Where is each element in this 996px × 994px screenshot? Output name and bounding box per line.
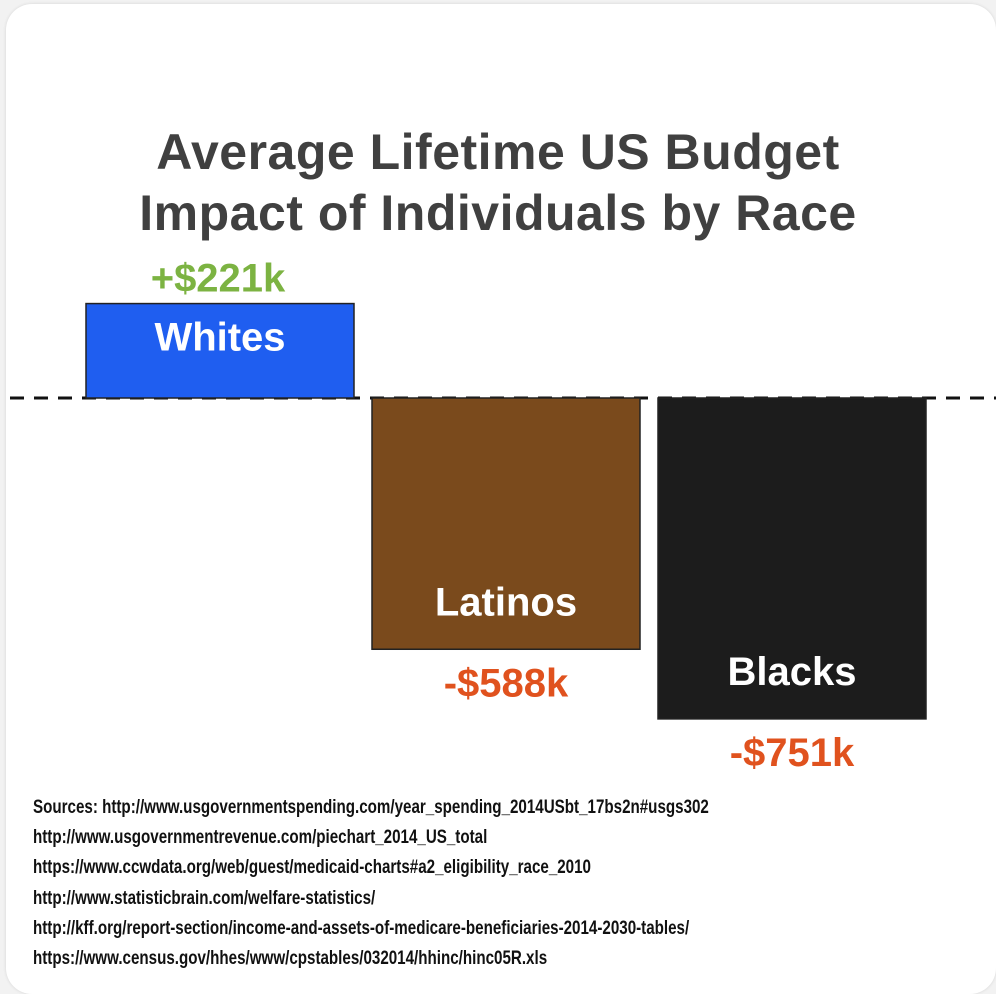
chart-title-line-2: Impact of Individuals by Race [139,185,857,241]
source-line: http://www.statisticbrain.com/welfare-st… [33,887,376,909]
source-line: http://www.usgovernmentrevenue.com/piech… [33,827,488,849]
chart-title-line-1: Average Lifetime US Budget [156,124,840,180]
bar-value-label: +$221k [151,257,286,301]
bar-latinos [371,397,641,651]
source-line: https://www.census.gov/hhes/www/cpstable… [33,948,548,970]
chart-title: Average Lifetime US Budget Impact of Ind… [0,122,996,244]
bar-whites [85,302,355,399]
bar-value-label: -$588k [444,661,569,705]
bar-value-label: -$751k [730,731,855,775]
bar-category-label: Whites [154,316,285,360]
bar-category-label: Latinos [435,580,577,624]
source-line: https://www.ccwdata.org/web/guest/medica… [33,857,591,879]
source-line: Sources: http://www.usgovernmentspending… [33,797,709,818]
bar-category-label: Blacks [728,650,857,694]
bar-blacks [657,397,927,720]
sources-block: Sources: http://www.usgovernmentspending… [33,793,709,974]
source-line: http://kff.org/report-section/income-and… [33,917,690,939]
